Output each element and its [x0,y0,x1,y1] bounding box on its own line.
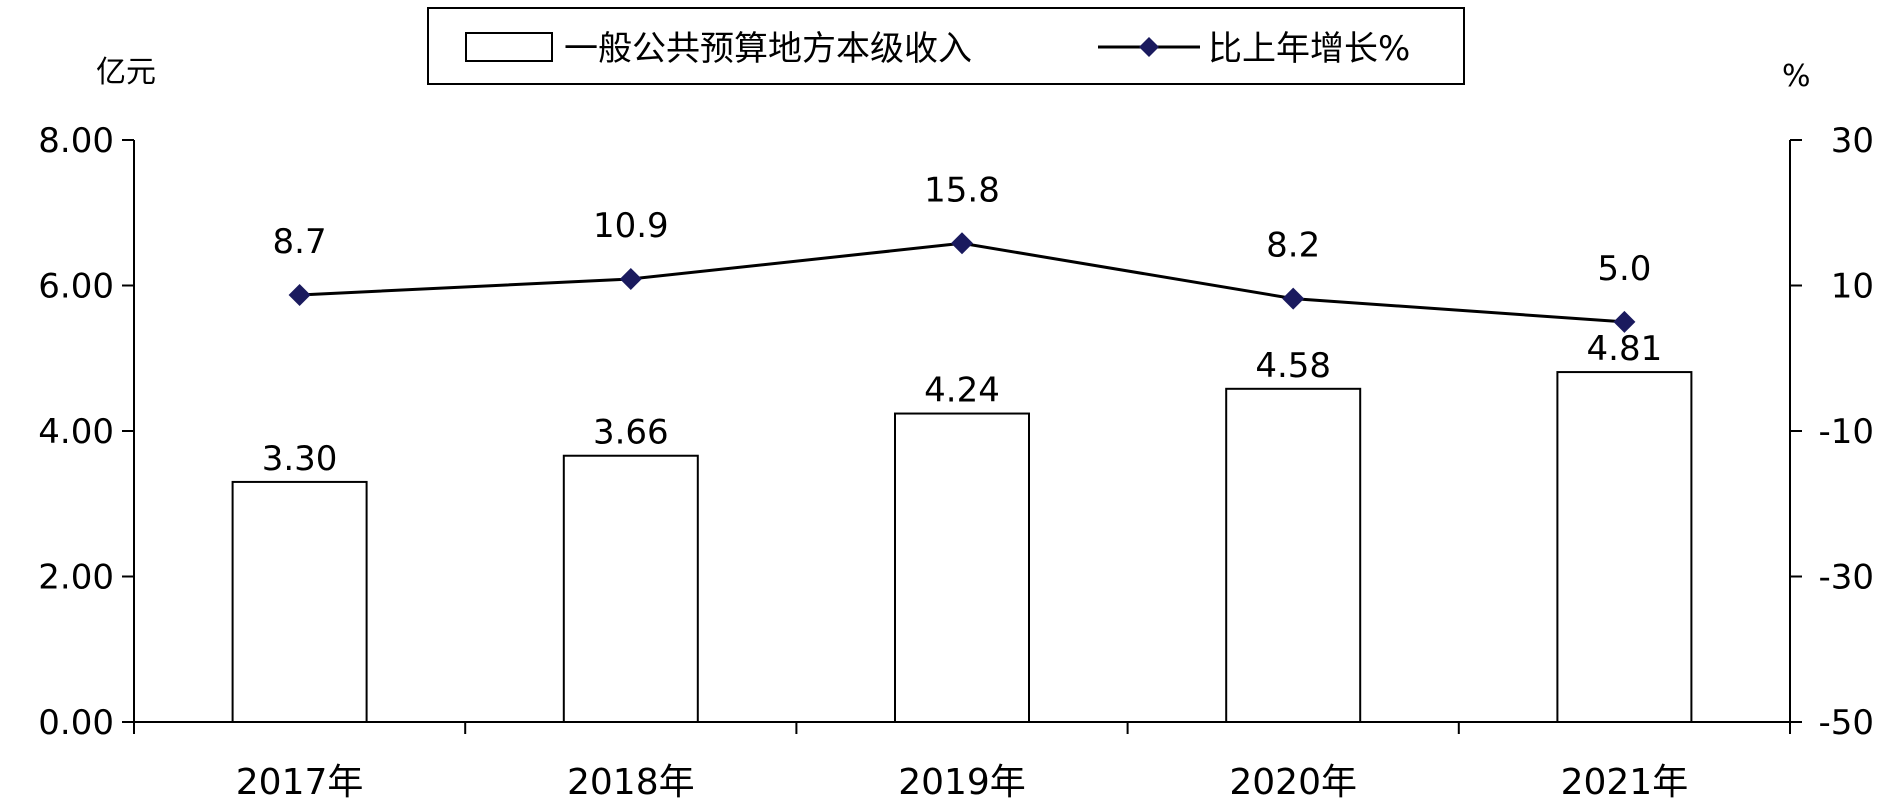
y-left-ticks: 0.00 2.00 4.00 6.00 8.00 [38,121,134,743]
y-right-tick-label: 30 [1831,121,1874,161]
x-category-label: 2019年 [898,762,1026,803]
bar-value-label: 4.81 [1587,329,1663,369]
y-right-tick-label: -30 [1818,558,1874,598]
line-point [1282,287,1305,310]
growth-line [299,241,1625,324]
line-value-label: 8.7 [273,222,327,262]
line-value-label: 15.8 [924,170,1000,210]
line-point [288,283,311,306]
line-point [619,267,642,290]
x-ticks: 2017年 2018年 2019年 2020年 2021年 [133,722,1791,803]
line-series: 8.7 10.9 15.8 8.2 5.0 [273,170,1651,333]
line-value-label: 10.9 [593,206,669,246]
legend-line-label: 比上年增长% [1208,29,1410,69]
y-left-tick-label: 6.00 [38,267,114,307]
legend-bar-swatch [465,32,553,62]
x-category-label: 2020年 [1229,762,1357,803]
x-category-label: 2018年 [567,762,695,803]
legend-box [427,7,1465,85]
y-right-ticks: -50 -30 -10 10 30 [1790,121,1874,743]
y-left-tick-label: 2.00 [38,558,114,598]
y-right-tick-label: -10 [1818,412,1874,452]
legend-line-marker [1139,37,1159,57]
y-right-tick-label: -50 [1818,703,1874,743]
bar-value-label: 4.58 [1255,346,1331,386]
bar [894,412,1030,723]
bar-series: 3.30 3.66 4.24 4.58 4.81 [231,329,1693,723]
x-category-label: 2017年 [236,762,364,803]
bar [1556,371,1693,723]
line-value-label: 8.2 [1266,226,1320,266]
bar [231,480,368,723]
y-left-tick-label: 8.00 [38,121,114,161]
bar-value-label: 3.30 [262,439,338,479]
x-category-label: 2021年 [1561,762,1689,803]
legend-bar-label: 一般公共预算地方本级收入 [564,29,972,69]
y-right-unit: % [1782,59,1811,94]
y-left-tick-label: 0.00 [38,703,114,743]
y-right-tick-label: 10 [1831,267,1874,307]
bar-value-label: 4.24 [924,371,1000,411]
line-point [951,232,973,255]
legend: 一般公共预算地方本级收入 比上年增长% [427,7,1465,85]
bar-value-label: 3.66 [593,413,669,453]
bar [1225,387,1362,723]
line-point [1613,310,1636,333]
bar [562,454,699,723]
y-left-unit: 亿元 [96,55,156,90]
y-left-tick-label: 4.00 [38,412,114,452]
line-value-label: 5.0 [1597,249,1651,289]
